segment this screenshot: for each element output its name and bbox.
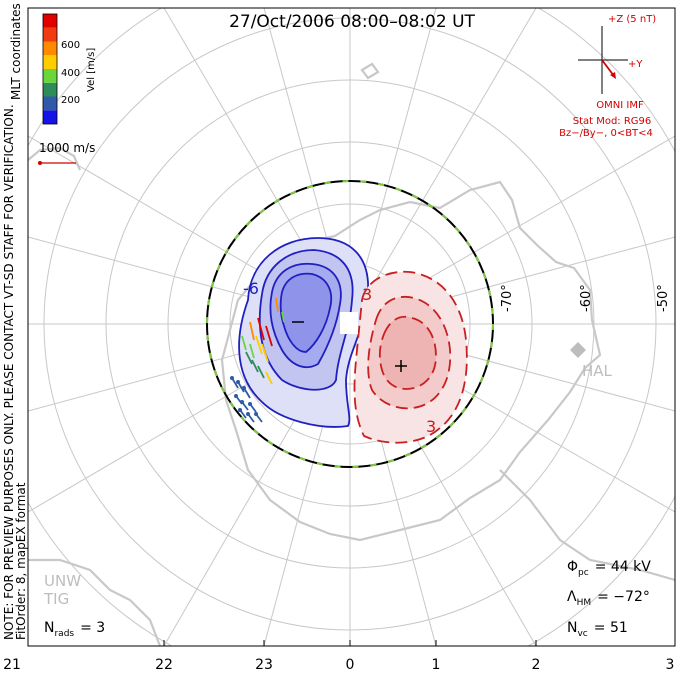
mlt-label-21: 21 [3, 657, 21, 673]
vector [275, 297, 279, 313]
vector [257, 365, 265, 379]
potential-max-marker [395, 360, 407, 372]
lat-label-50: -50° [656, 284, 671, 312]
vector [281, 311, 285, 323]
station-tig: TIG [43, 590, 69, 608]
vector [257, 317, 265, 341]
imf-model: Stat Mod: RG96 [573, 116, 652, 127]
svg-text:Nvc= 51: Nvc = 51 [567, 620, 628, 639]
colorbar-segment [43, 14, 57, 28]
coastline-northwest [28, 146, 82, 171]
positive-cell [353, 270, 468, 444]
imf-dial: +Z (5 nT) +Y OMNI IMF Stat Mod: RG96 Bz−… [559, 14, 656, 139]
stat-phi-subscript: pc [578, 568, 589, 578]
colorbar-segment [43, 69, 57, 83]
vector [255, 335, 263, 355]
negative-cell-fill-core [279, 272, 333, 353]
colorbar-segment [43, 41, 57, 56]
colorbar [42, 13, 58, 125]
stat-lambda: ΛHM = −72° [567, 589, 650, 608]
svg-text:Φpc= 44 kV: Φpc = 44 kV [567, 559, 651, 578]
map-title: 27/Oct/2006 08:00–08:02 UT [229, 12, 475, 32]
vector-scale-label: 1000 m/s [39, 141, 95, 155]
colorbar-segment [43, 110, 57, 124]
colorbar-tick-600: 600 [61, 40, 80, 51]
vector [265, 371, 273, 385]
hal-station-marker [570, 342, 586, 358]
stat-nvc-value: = 51 [594, 620, 628, 636]
colorbar-segment [43, 55, 57, 69]
negative-cell [238, 237, 369, 428]
fit-order-note: FitOrder: 8, mapEX format [14, 482, 28, 640]
coastlines [28, 62, 675, 646]
colorbar-label: Vel [m/s] [86, 48, 97, 92]
stat-nvc-subscript: vc [577, 629, 587, 639]
stat-lambda-subscript: HM [577, 598, 592, 608]
vector [249, 321, 255, 341]
colorbar-segment [43, 27, 57, 42]
lat-label-60: -60° [579, 284, 594, 312]
stat-nrads-value: = 3 [80, 620, 105, 636]
contour-label-positive-top: 3 [362, 285, 372, 304]
stat-nrads-subscript: rads [54, 629, 74, 639]
vector [249, 343, 255, 359]
preview-note: NOTE: FOR PREVIEW PURPOSES ONLY. PLEASE … [2, 104, 16, 640]
mlt-label-1: 1 [432, 657, 441, 673]
coastline-south [28, 558, 162, 646]
coastline-island [360, 62, 380, 80]
vector [251, 359, 259, 373]
colorbar-segment [43, 96, 57, 111]
stat-phi-symbol: Φ [567, 559, 578, 575]
hm-boundary [206, 180, 494, 468]
colorbar-border [42, 13, 58, 125]
stat-lambda-symbol: Λ [567, 589, 577, 605]
mlt-label-3: 3 [666, 657, 675, 673]
colorbar-ticks: 600 400 200 [61, 40, 80, 106]
stat-nvc: Nvc = 51 [567, 620, 628, 639]
pole-gap [340, 312, 358, 334]
imf-source: OMNI IMF [596, 100, 644, 111]
stat-nrads: Nrads = 3 [44, 620, 105, 639]
contour-label-negative: -6 [243, 279, 259, 298]
mlt-axis-ticks [27, 640, 676, 646]
lat-label-70: -70° [500, 284, 515, 312]
stat-phi-value: = 44 kV [595, 559, 652, 575]
svg-text:ΛHM= −72°: ΛHM = −72° [567, 589, 650, 608]
mlt-axis-labels: 21 22 23 0 1 2 3 [3, 657, 674, 673]
vector-scale: 1000 m/s [38, 141, 95, 165]
contour-label-positive-bottom: 3 [426, 417, 436, 436]
vector [241, 335, 247, 351]
stat-phi: Φpc = 44 kV [567, 559, 651, 578]
vector [265, 325, 273, 347]
colorbar-tick-200: 200 [61, 95, 80, 106]
coords-label: MLT coordinates [9, 3, 23, 100]
velocity-vectors [230, 297, 285, 423]
stat-nrads-symbol: N [44, 620, 54, 636]
coastline-right [499, 469, 675, 582]
mlt-label-22: 22 [155, 657, 173, 673]
imf-z-label: +Z (5 nT) [608, 14, 656, 25]
stat-nvc-symbol: N [567, 620, 577, 636]
coastline-antarctic [220, 180, 602, 542]
station-unw: UNW [44, 572, 81, 590]
imf-y-label: +Y [628, 59, 643, 70]
colorbar-segment [43, 82, 57, 97]
plot-frame [27, 7, 676, 647]
vector [261, 343, 269, 363]
stat-lambda-value: = −72° [597, 589, 650, 605]
svg-text:Nrads= 3: Nrads = 3 [44, 620, 105, 639]
mlt-label-2: 2 [532, 657, 541, 673]
mlt-label-0: 0 [346, 657, 355, 673]
colorbar-tick-400: 400 [61, 68, 80, 79]
vector [245, 351, 253, 365]
mlt-label-23: 23 [255, 657, 273, 673]
imf-condition: Bz−/By−, 0<BT<4 [559, 128, 653, 139]
station-hal: HAL [582, 362, 613, 380]
positive-cell-fill-inner [378, 315, 437, 390]
